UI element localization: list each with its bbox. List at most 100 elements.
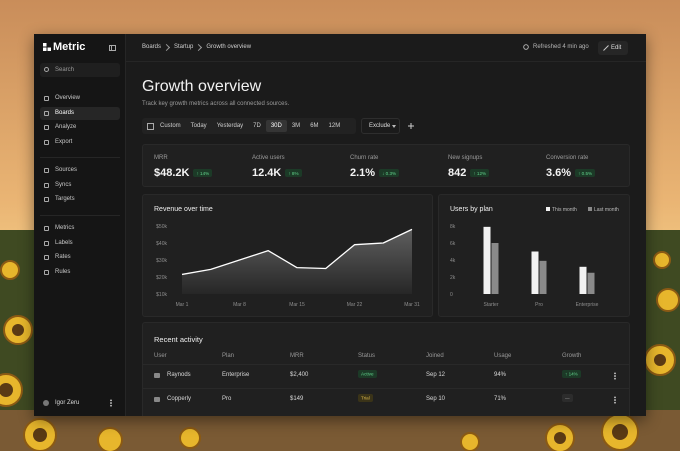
- y-tick-label: $50k: [156, 224, 167, 230]
- x-tick-label: Mar 15: [289, 302, 305, 308]
- kpi-row: 12.4K ↑ 8%: [252, 167, 302, 179]
- range-button[interactable]: Yesterday: [216, 123, 244, 129]
- add-filter-button[interactable]: [408, 123, 414, 129]
- row-divider: [143, 388, 629, 389]
- row-icon: [154, 397, 160, 402]
- kpi-row: $48.2K ↑ 14%: [154, 167, 213, 179]
- nav-icon: [44, 96, 49, 101]
- edit-icon: [603, 45, 609, 51]
- bar: [491, 243, 499, 294]
- edit-label: Edit: [611, 45, 622, 51]
- kpi-value: 12.4K: [252, 167, 282, 179]
- topbar: Boards Startup Growth overview Refreshed 4…: [126, 34, 646, 62]
- row-icon: [154, 373, 160, 378]
- column-header: Status: [358, 353, 376, 359]
- kpi-card: MRR $48.2K ↑ 14% Active users 12.4K ↑ 8% Churn…: [142, 144, 630, 187]
- crumb[interactable]: Boards: [142, 44, 162, 50]
- crumb-separator: [195, 43, 203, 51]
- kpi-label: New signups: [448, 155, 483, 161]
- kpi-value: 2.1%: [350, 167, 376, 179]
- range-button[interactable]: Custom: [160, 123, 181, 129]
- nav-item[interactable]: Rules: [40, 266, 120, 279]
- range-button[interactable]: 12M: [328, 123, 341, 129]
- nav-icon: [44, 168, 49, 173]
- user-menu[interactable]: Igor Zeru: [40, 396, 120, 410]
- y-tick-label: 2k: [450, 275, 456, 281]
- cell: Pro: [222, 396, 232, 402]
- crumb[interactable]: Startup: [174, 44, 194, 50]
- range-button[interactable]: 6M: [310, 123, 319, 129]
- nav-label: Overview: [55, 95, 81, 101]
- nav-label: Targets: [55, 196, 75, 202]
- range-button[interactable]: Today: [190, 123, 207, 129]
- breadcrumb: Boards Startup Growth overview: [142, 43, 251, 51]
- y-tick-label: 0: [450, 292, 453, 298]
- divider: [40, 157, 120, 158]
- revenue-card: Revenue over time $10k $20k $30k $40k $50k Mar…: [142, 194, 433, 317]
- nav-item[interactable]: Syncs: [40, 179, 120, 192]
- app-window: Metric Search Overview Boards Analyze Expor…: [34, 34, 646, 416]
- nav-item[interactable]: Export: [40, 136, 120, 149]
- y-tick-label: 8k: [450, 224, 456, 230]
- nav-item[interactable]: Boards: [40, 106, 120, 120]
- page-subtitle: Track key growth metrics across all conn…: [142, 101, 290, 107]
- nav-item[interactable]: Metrics: [40, 222, 120, 235]
- row-divider: [143, 364, 629, 365]
- calendar-icon: [147, 122, 154, 130]
- growth-badge: —: [562, 393, 573, 402]
- nav-label: Metrics: [55, 225, 75, 231]
- nav-icon: [44, 110, 49, 116]
- plan-chart: Users by plan 0 2k 4k 6k 8k This month Last mon…: [450, 206, 619, 308]
- y-tick-label: 6k: [450, 241, 456, 247]
- divider: [40, 215, 120, 216]
- row-menu[interactable]: [614, 396, 616, 404]
- kpi-label: MRR: [154, 155, 168, 161]
- nav-item[interactable]: Rates: [40, 251, 120, 264]
- legend-label: This month: [552, 207, 577, 213]
- column-header: Joined: [426, 353, 444, 359]
- y-tick-label: $20k: [156, 275, 167, 281]
- row-menu[interactable]: [614, 372, 616, 380]
- bar: [587, 272, 595, 294]
- line: [181, 228, 413, 276]
- nav-label: Analyze: [55, 124, 77, 130]
- exclude-label: Exclude: [369, 123, 391, 129]
- nav-label: Syncs: [55, 181, 72, 188]
- x-tick-label: Starter: [483, 302, 498, 308]
- chart-title: Users by plan: [450, 206, 493, 213]
- nav-item[interactable]: Sources: [40, 164, 120, 177]
- search-box[interactable]: Search: [40, 63, 120, 77]
- nav-label: Labels: [55, 239, 73, 246]
- range-button[interactable]: 7D: [253, 123, 261, 129]
- nav-item[interactable]: Targets: [40, 193, 120, 206]
- area: [182, 229, 412, 294]
- search-placeholder: Search: [55, 67, 75, 73]
- nav-icon: [44, 226, 49, 231]
- chart-title: Revenue over time: [154, 206, 213, 213]
- kpi-label: Churn rate: [350, 155, 379, 161]
- page-title: Growth overview: [142, 78, 262, 95]
- range-button[interactable]: 30D: [265, 120, 287, 132]
- nav-label: Sources: [55, 167, 78, 173]
- cell: Active: [358, 369, 377, 378]
- range-button[interactable]: 3M: [291, 123, 301, 129]
- more-icon: [110, 399, 112, 407]
- nav-item[interactable]: Analyze: [40, 121, 120, 134]
- x-tick-label: Mar 1: [176, 302, 189, 308]
- kpi-value: 842: [448, 167, 467, 179]
- user-name: Igor Zeru: [55, 400, 80, 406]
- x-tick-label: Mar 31: [404, 302, 420, 308]
- collapse-button[interactable]: [109, 45, 116, 51]
- kpi-row: 3.6% ↑ 0.5%: [546, 167, 596, 179]
- logo-icon: [43, 43, 51, 51]
- exclude-dropdown[interactable]: Exclude: [361, 118, 400, 134]
- nav-item[interactable]: Overview: [40, 92, 120, 105]
- edit-button[interactable]: Edit: [598, 41, 628, 55]
- revenue-chart: Revenue over time $10k $20k $30k $40k $50k Mar…: [154, 206, 420, 308]
- cell: Sep 12: [426, 372, 446, 378]
- bar: [531, 251, 539, 294]
- nav-icon: [44, 182, 49, 188]
- kpi-delta: ↑ 12%: [470, 169, 490, 177]
- nav-item[interactable]: Labels: [40, 237, 120, 250]
